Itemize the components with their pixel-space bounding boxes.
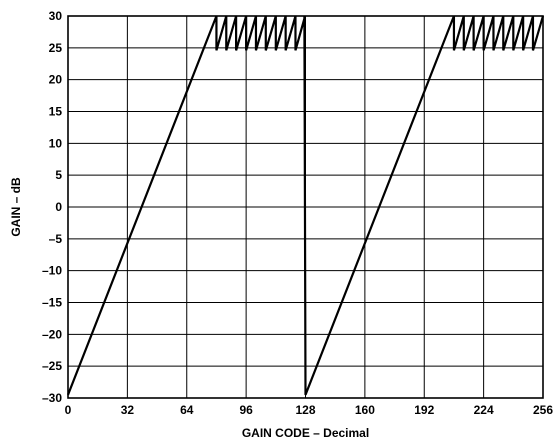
y-tick-labels: 30 25 20 15 10 5 0 –5 –10 –15 –20 –25 –30 [42, 9, 62, 405]
y-tick-label: 30 [49, 9, 63, 23]
y-tick-label: –20 [42, 327, 62, 341]
y-tick-label: –10 [42, 264, 62, 278]
y-axis-title: GAIN – dB [9, 177, 23, 237]
x-axis-title: GAIN CODE – Decimal [242, 426, 369, 440]
y-tick-label: 15 [49, 105, 63, 119]
y-tick-label: 20 [49, 73, 63, 87]
y-tick-label: 10 [49, 136, 63, 150]
x-tick-labels: 0 32 64 96 128 160 192 224 256 [65, 403, 554, 417]
y-tick-label: –30 [42, 391, 62, 405]
series-layer [66, 15, 545, 396]
x-tick-label: 256 [533, 403, 553, 417]
y-tick-label: –25 [42, 359, 62, 373]
x-tick-label: 192 [414, 403, 434, 417]
y-tick-label: 25 [49, 41, 63, 55]
x-tick-label: 224 [474, 403, 494, 417]
x-tick-label: 0 [65, 403, 72, 417]
x-tick-label: 96 [239, 403, 253, 417]
x-tick-label: 32 [121, 403, 135, 417]
x-tick-label: 64 [180, 403, 194, 417]
y-tick-label: –5 [49, 232, 63, 246]
x-tick-label: 160 [355, 403, 375, 417]
y-tick-label: 0 [55, 200, 62, 214]
y-tick-label: –15 [42, 296, 62, 310]
y-tick-label: 5 [55, 168, 62, 182]
gain-series-line [66, 15, 545, 396]
x-tick-label: 128 [295, 403, 315, 417]
plot-frame [67, 15, 544, 399]
